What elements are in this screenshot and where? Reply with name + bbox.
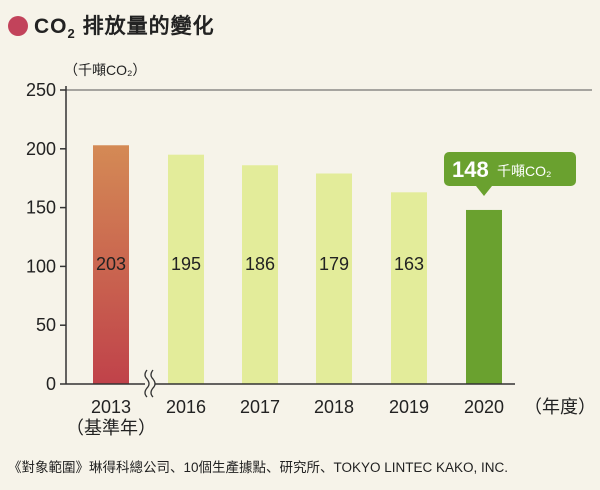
axis-break-mark (144, 369, 150, 398)
x-category-label: 2019 (389, 397, 429, 417)
x-category-label: 2017 (240, 397, 280, 417)
bar-2019 (391, 192, 427, 384)
x-unit-label: （年度） (524, 397, 596, 417)
callout-unit: 千噸CO₂ (497, 163, 551, 179)
y-tick-label: 250 (26, 80, 56, 100)
x-category-label: 2020 (464, 397, 504, 417)
data-label-2016: 195 (171, 254, 201, 274)
chart-title: CO2 排放量的變化 (8, 8, 215, 44)
y-tick-label: 150 (26, 198, 56, 218)
bar-2017 (242, 165, 278, 384)
y-tick-label: 0 (46, 374, 56, 394)
x-category-label: 2013 (91, 397, 131, 417)
data-label-2018: 179 (319, 254, 349, 274)
bar-2020 (466, 209, 502, 384)
callout-box (444, 152, 576, 186)
x-category-label: 2016 (166, 397, 206, 417)
y-unit-label: （千噸CO₂） (64, 62, 147, 78)
x-category-label: 2018 (314, 397, 354, 417)
axis-break-mark (150, 369, 156, 398)
y-tick-label: 50 (36, 315, 56, 335)
title-bullet-icon (8, 16, 28, 36)
y-tick-label: 200 (26, 139, 56, 159)
callout-value: 148 (452, 157, 489, 182)
data-label-2013: 203 (96, 254, 126, 274)
x-category-sublabel: （基準年） (66, 418, 156, 438)
title-text: CO2 排放量的變化 (34, 15, 215, 42)
data-label-2017: 186 (245, 254, 275, 274)
footnote: 《對象範圍》琳得科總公司、10個生產據點、研究所、TOKYO LINTEC KA… (8, 460, 509, 475)
data-label-2019: 163 (394, 254, 424, 274)
bar-2018 (316, 173, 352, 384)
bar-2016 (168, 154, 204, 384)
bar-chart: 0 50 100 150 200 250 203 195 186 179 163 2013（基準年） 2… (26, 80, 596, 438)
callout-pointer (476, 186, 492, 196)
bar-2013 (93, 145, 129, 384)
y-tick-label: 100 (26, 256, 56, 276)
